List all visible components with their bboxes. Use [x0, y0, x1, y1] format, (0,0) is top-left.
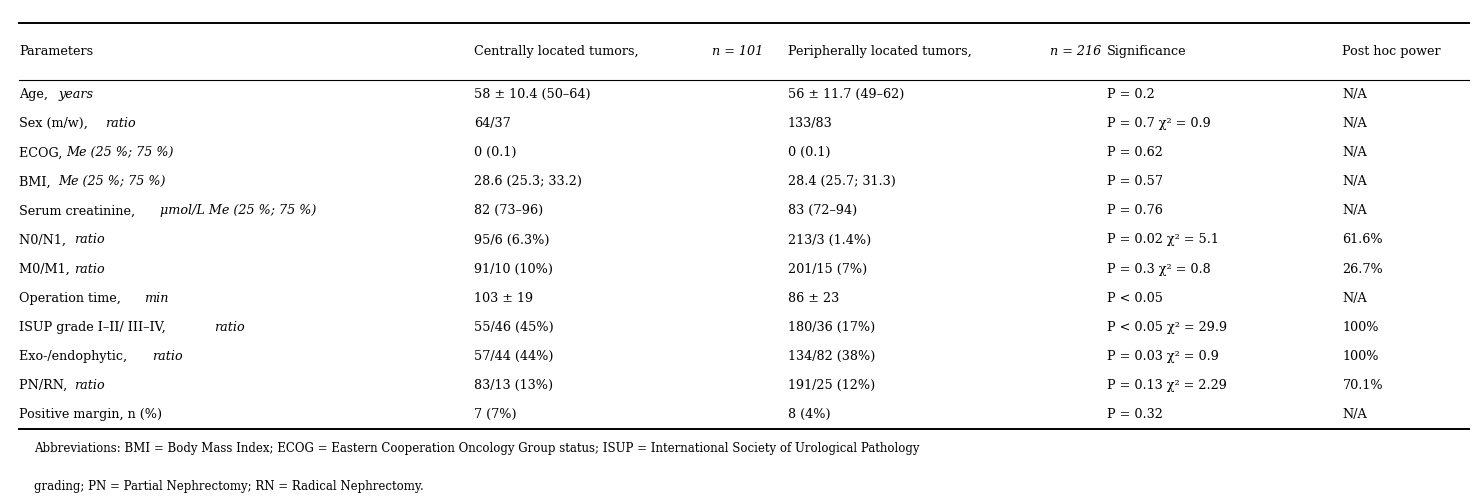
Text: Significance: Significance — [1107, 45, 1186, 58]
Text: Centrally located tumors,: Centrally located tumors, — [474, 45, 643, 58]
Text: 201/15 (7%): 201/15 (7%) — [788, 263, 867, 276]
Text: Abbreviations: BMI = Body Mass Index; ECOG = Eastern Cooperation Oncology Group : Abbreviations: BMI = Body Mass Index; EC… — [34, 442, 920, 455]
Text: P = 0.13 χ² = 2.29: P = 0.13 χ² = 2.29 — [1107, 379, 1226, 392]
Text: 58 ± 10.4 (50–64): 58 ± 10.4 (50–64) — [474, 88, 590, 101]
Text: 100%: 100% — [1342, 350, 1379, 363]
Text: 28.4 (25.7; 31.3): 28.4 (25.7; 31.3) — [788, 175, 895, 188]
Text: years: years — [59, 88, 93, 101]
Text: 95/6 (6.3%): 95/6 (6.3%) — [474, 233, 549, 246]
Text: grading; PN = Partial Nephrectomy; RN = Radical Nephrectomy.: grading; PN = Partial Nephrectomy; RN = … — [34, 480, 424, 493]
Text: PN/RN,: PN/RN, — [19, 379, 71, 392]
Text: P = 0.7 χ² = 0.9: P = 0.7 χ² = 0.9 — [1107, 117, 1210, 130]
Text: N/A: N/A — [1342, 88, 1367, 101]
Text: 26.7%: 26.7% — [1342, 263, 1384, 276]
Text: 133/83: 133/83 — [788, 117, 832, 130]
Text: P < 0.05 χ² = 29.9: P < 0.05 χ² = 29.9 — [1107, 321, 1228, 334]
Text: P = 0.76: P = 0.76 — [1107, 204, 1163, 217]
Text: 100%: 100% — [1342, 321, 1379, 334]
Text: Sex (m/w),: Sex (m/w), — [19, 117, 93, 130]
Text: μmol/L Me (25 %; 75 %): μmol/L Me (25 %; 75 %) — [159, 204, 316, 217]
Text: P = 0.57: P = 0.57 — [1107, 175, 1163, 188]
Text: ratio: ratio — [215, 321, 244, 334]
Text: 213/3 (1.4%): 213/3 (1.4%) — [788, 233, 871, 246]
Text: N/A: N/A — [1342, 292, 1367, 305]
Text: Me (25 %; 75 %): Me (25 %; 75 %) — [59, 175, 166, 188]
Text: P = 0.02 χ² = 5.1: P = 0.02 χ² = 5.1 — [1107, 233, 1219, 246]
Text: P < 0.05: P < 0.05 — [1107, 292, 1163, 305]
Text: Serum creatinine,: Serum creatinine, — [19, 204, 140, 217]
Text: 83/13 (13%): 83/13 (13%) — [474, 379, 553, 392]
Text: 180/36 (17%): 180/36 (17%) — [788, 321, 874, 334]
Text: N0/N1,: N0/N1, — [19, 233, 71, 246]
Text: ratio: ratio — [74, 233, 105, 246]
Text: 83 (72–94): 83 (72–94) — [788, 204, 857, 217]
Text: 64/37: 64/37 — [474, 117, 511, 130]
Text: ISUP grade I–II/ III–IV,: ISUP grade I–II/ III–IV, — [19, 321, 169, 334]
Text: min: min — [144, 292, 168, 305]
Text: N/A: N/A — [1342, 175, 1367, 188]
Text: Parameters: Parameters — [19, 45, 93, 58]
Text: Positive margin, n (%): Positive margin, n (%) — [19, 408, 162, 421]
Text: 55/46 (45%): 55/46 (45%) — [474, 321, 553, 334]
Text: 70.1%: 70.1% — [1342, 379, 1384, 392]
Text: N/A: N/A — [1342, 146, 1367, 159]
Text: BMI,: BMI, — [19, 175, 54, 188]
Text: ECOG,: ECOG, — [19, 146, 66, 159]
Text: P = 0.3 χ² = 0.8: P = 0.3 χ² = 0.8 — [1107, 263, 1210, 276]
Text: 91/10 (10%): 91/10 (10%) — [474, 263, 553, 276]
Text: 103 ± 19: 103 ± 19 — [474, 292, 533, 305]
Text: ratio: ratio — [105, 117, 135, 130]
Text: Post hoc power: Post hoc power — [1342, 45, 1441, 58]
Text: 134/82 (38%): 134/82 (38%) — [788, 350, 874, 363]
Text: P = 0.62: P = 0.62 — [1107, 146, 1163, 159]
Text: 8 (4%): 8 (4%) — [788, 408, 830, 421]
Text: ratio: ratio — [74, 379, 105, 392]
Text: N/A: N/A — [1342, 117, 1367, 130]
Text: ratio: ratio — [74, 263, 105, 276]
Text: 82 (73–96): 82 (73–96) — [474, 204, 543, 217]
Text: 0 (0.1): 0 (0.1) — [788, 146, 830, 159]
Text: M0/M1,: M0/M1, — [19, 263, 74, 276]
Text: Age,: Age, — [19, 88, 52, 101]
Text: n = 101: n = 101 — [712, 45, 764, 58]
Text: Peripherally located tumors,: Peripherally located tumors, — [788, 45, 976, 58]
Text: 0 (0.1): 0 (0.1) — [474, 146, 517, 159]
Text: ratio: ratio — [152, 350, 183, 363]
Text: N/A: N/A — [1342, 408, 1367, 421]
Text: P = 0.32: P = 0.32 — [1107, 408, 1163, 421]
Text: 28.6 (25.3; 33.2): 28.6 (25.3; 33.2) — [474, 175, 581, 188]
Text: 61.6%: 61.6% — [1342, 233, 1384, 246]
Text: P = 0.2: P = 0.2 — [1107, 88, 1154, 101]
Text: Exo-/endophytic,: Exo-/endophytic, — [19, 350, 131, 363]
Text: N/A: N/A — [1342, 204, 1367, 217]
Text: Me (25 %; 75 %): Me (25 %; 75 %) — [66, 146, 174, 159]
Text: 56 ± 11.7 (49–62): 56 ± 11.7 (49–62) — [788, 88, 904, 101]
Text: n = 216: n = 216 — [1050, 45, 1101, 58]
Text: 86 ± 23: 86 ± 23 — [788, 292, 839, 305]
Text: P = 0.03 χ² = 0.9: P = 0.03 χ² = 0.9 — [1107, 350, 1219, 363]
Text: 7 (7%): 7 (7%) — [474, 408, 517, 421]
Text: Operation time,: Operation time, — [19, 292, 125, 305]
Text: 57/44 (44%): 57/44 (44%) — [474, 350, 553, 363]
Text: 191/25 (12%): 191/25 (12%) — [788, 379, 874, 392]
